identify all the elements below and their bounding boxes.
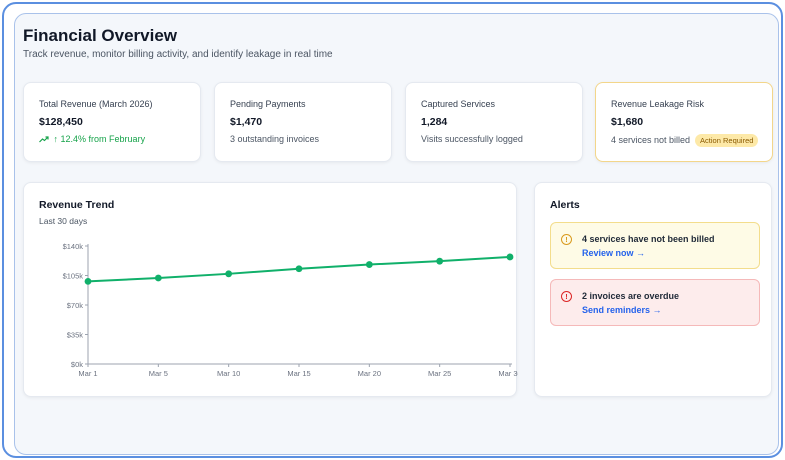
data-point bbox=[154, 274, 162, 282]
data-point bbox=[84, 278, 92, 285]
page-title: Financial Overview bbox=[23, 26, 178, 45]
alert-unbilled-services: ! 4 services have not been billed Review… bbox=[550, 222, 760, 269]
kpi-value: $128,450 bbox=[39, 116, 83, 128]
kpi-value: 1,284 bbox=[421, 116, 448, 128]
x-tick-label: Mar 15 bbox=[287, 369, 310, 378]
action-required-badge: Action Required bbox=[695, 134, 759, 147]
kpi-sub: 4 services not billed bbox=[611, 135, 691, 145]
trend-up-icon bbox=[39, 136, 49, 143]
y-tick-label: $105k bbox=[63, 272, 84, 281]
y-tick-label: $35k bbox=[67, 331, 84, 340]
kpi-label: Pending Payments bbox=[230, 99, 306, 109]
x-tick-label: Mar 10 bbox=[217, 369, 240, 378]
alert-text: 2 invoices are overdue bbox=[582, 291, 680, 301]
kpi-sub: 12.4% from February bbox=[60, 134, 146, 144]
y-tick-label: $70k bbox=[67, 301, 84, 310]
alert-text: 4 services have not been billed bbox=[582, 234, 715, 244]
kpi-label: Total Revenue (March 2026) bbox=[39, 99, 153, 109]
revenue-trend-chart: $0k $35k $70k $105k $140k Mar 1 Mar 5 Mar 10 Mar… bbox=[63, 242, 518, 378]
kpi-sub: 3 outstanding invoices bbox=[230, 134, 320, 144]
dashboard: Financial Overview Track revenue, monito… bbox=[14, 13, 779, 455]
kpi-card-leakage-risk: Revenue Leakage Risk $1,680 4 services n… bbox=[595, 82, 773, 162]
kpi-label: Captured Services bbox=[421, 99, 496, 109]
x-tick-label: Mar 25 bbox=[428, 369, 451, 378]
data-point bbox=[506, 253, 514, 261]
review-now-link[interactable]: Review now → bbox=[582, 248, 646, 258]
data-point bbox=[436, 257, 444, 265]
kpi-card-total-revenue: Total Revenue (March 2026) $128,450 ↑ 12… bbox=[23, 82, 201, 162]
x-tick-label: Mar 20 bbox=[358, 369, 381, 378]
x-tick-label: Mar 5 bbox=[149, 369, 168, 378]
revenue-trend-card: Revenue Trend Last 30 days $0k $35k $70k $1… bbox=[23, 182, 518, 397]
warning-icon: ! bbox=[561, 234, 572, 245]
chart-title: Revenue Trend bbox=[39, 199, 115, 211]
kpi-card-pending-payments: Pending Payments $1,470 3 outstanding in… bbox=[214, 82, 392, 162]
kpi-value: $1,680 bbox=[611, 116, 644, 128]
y-tick-label: $140k bbox=[63, 242, 84, 251]
data-point bbox=[225, 270, 233, 278]
kpi-trend: ↑ 12.4% from February bbox=[39, 134, 145, 144]
kpi-label: Revenue Leakage Risk bbox=[611, 99, 705, 109]
page-subtitle: Track revenue, monitor billing activity,… bbox=[23, 49, 333, 60]
y-tick-label: $0k bbox=[71, 360, 83, 369]
data-point bbox=[365, 261, 373, 268]
kpi-value: $1,470 bbox=[230, 116, 263, 128]
send-reminders-link[interactable]: Send reminders → bbox=[582, 305, 662, 315]
trend-up-glyph: ↑ bbox=[53, 134, 61, 144]
chart-subtitle: Last 30 days bbox=[39, 216, 88, 226]
x-tick-label: Mar 1 bbox=[78, 369, 97, 378]
alert-overdue-invoices: ! 2 invoices are overdue Send reminders … bbox=[550, 279, 760, 326]
kpi-card-captured-services: Captured Services 1,284 Visits successfu… bbox=[405, 82, 583, 162]
data-point bbox=[295, 265, 303, 273]
alerts-title: Alerts bbox=[550, 199, 580, 211]
error-icon: ! bbox=[561, 291, 572, 302]
x-tick-label: Mar 30 bbox=[498, 369, 518, 378]
kpi-sub: Visits successfully logged bbox=[421, 134, 523, 144]
kpi-sub-row: 4 services not billed Action Required bbox=[611, 134, 759, 147]
alerts-card: Alerts ! 4 services have not been billed… bbox=[534, 182, 772, 397]
